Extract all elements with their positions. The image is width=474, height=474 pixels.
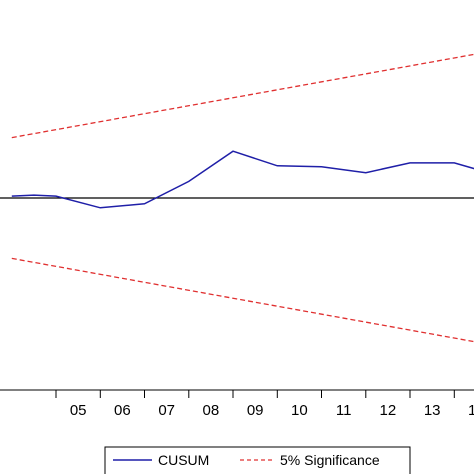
cusum-line bbox=[11, 150, 474, 209]
legend: CUSUM 5% Significance bbox=[104, 446, 411, 474]
x-tick-label: 14 bbox=[468, 402, 474, 419]
x-tick-label: 13 bbox=[424, 402, 441, 419]
x-axis: 0506070809101112131415 bbox=[0, 389, 474, 419]
legend-significance-label: 5% Significance bbox=[280, 452, 380, 468]
legend-cusum-label: CUSUM bbox=[158, 452, 209, 468]
x-tick-label: 11 bbox=[336, 402, 352, 419]
significance-lower-line bbox=[11, 257, 474, 343]
x-tick-label: 05 bbox=[70, 402, 87, 419]
significance-upper-line bbox=[11, 53, 474, 139]
x-tick-label: 10 bbox=[291, 402, 308, 419]
x-tick-label: 12 bbox=[380, 402, 397, 419]
x-tick-label: 06 bbox=[114, 402, 131, 419]
x-tick-label: 07 bbox=[158, 402, 175, 419]
x-tick-label: 09 bbox=[247, 402, 264, 419]
x-tick-label: 08 bbox=[203, 402, 220, 419]
plot-area bbox=[0, 53, 474, 343]
